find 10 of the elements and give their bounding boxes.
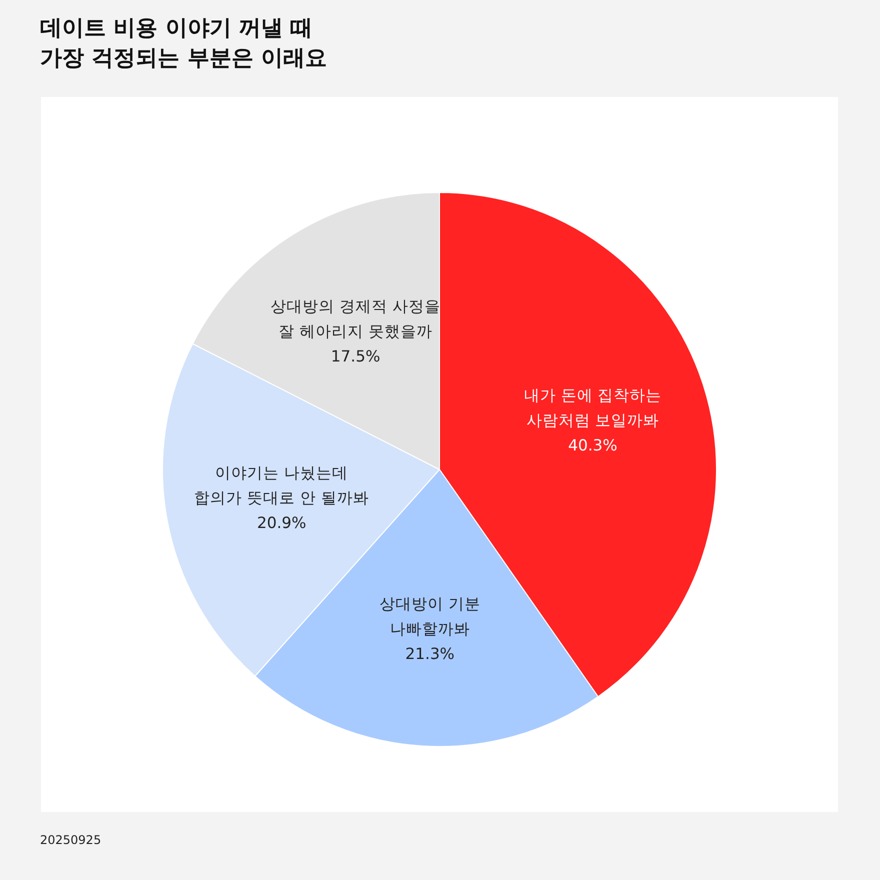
- text: 20250925: [40, 833, 102, 847]
- slice-label: 상대방의 경제적 사정을 잘 헤아리지 못했을까: [270, 298, 440, 341]
- slice-label: 내가 돈에 집착하는 사람처럼 보일까봐: [524, 386, 662, 430]
- slice-label: 상대방이 기분 나빠할까봐: [379, 594, 480, 638]
- data-label: 21.3%: [405, 644, 455, 663]
- data-label: 20.9%: [256, 514, 306, 532]
- data-label: 40.3%: [568, 436, 618, 454]
- chart-title: 데이트 비용 이야기 꺼낼 때 가장 걱정되는 부분은 이래요: [40, 15, 327, 73]
- data-label: 17.5%: [330, 348, 380, 366]
- slice-label: 이야기는 나눴는데 합의가 뜻대로 안 될까봐: [194, 464, 369, 508]
